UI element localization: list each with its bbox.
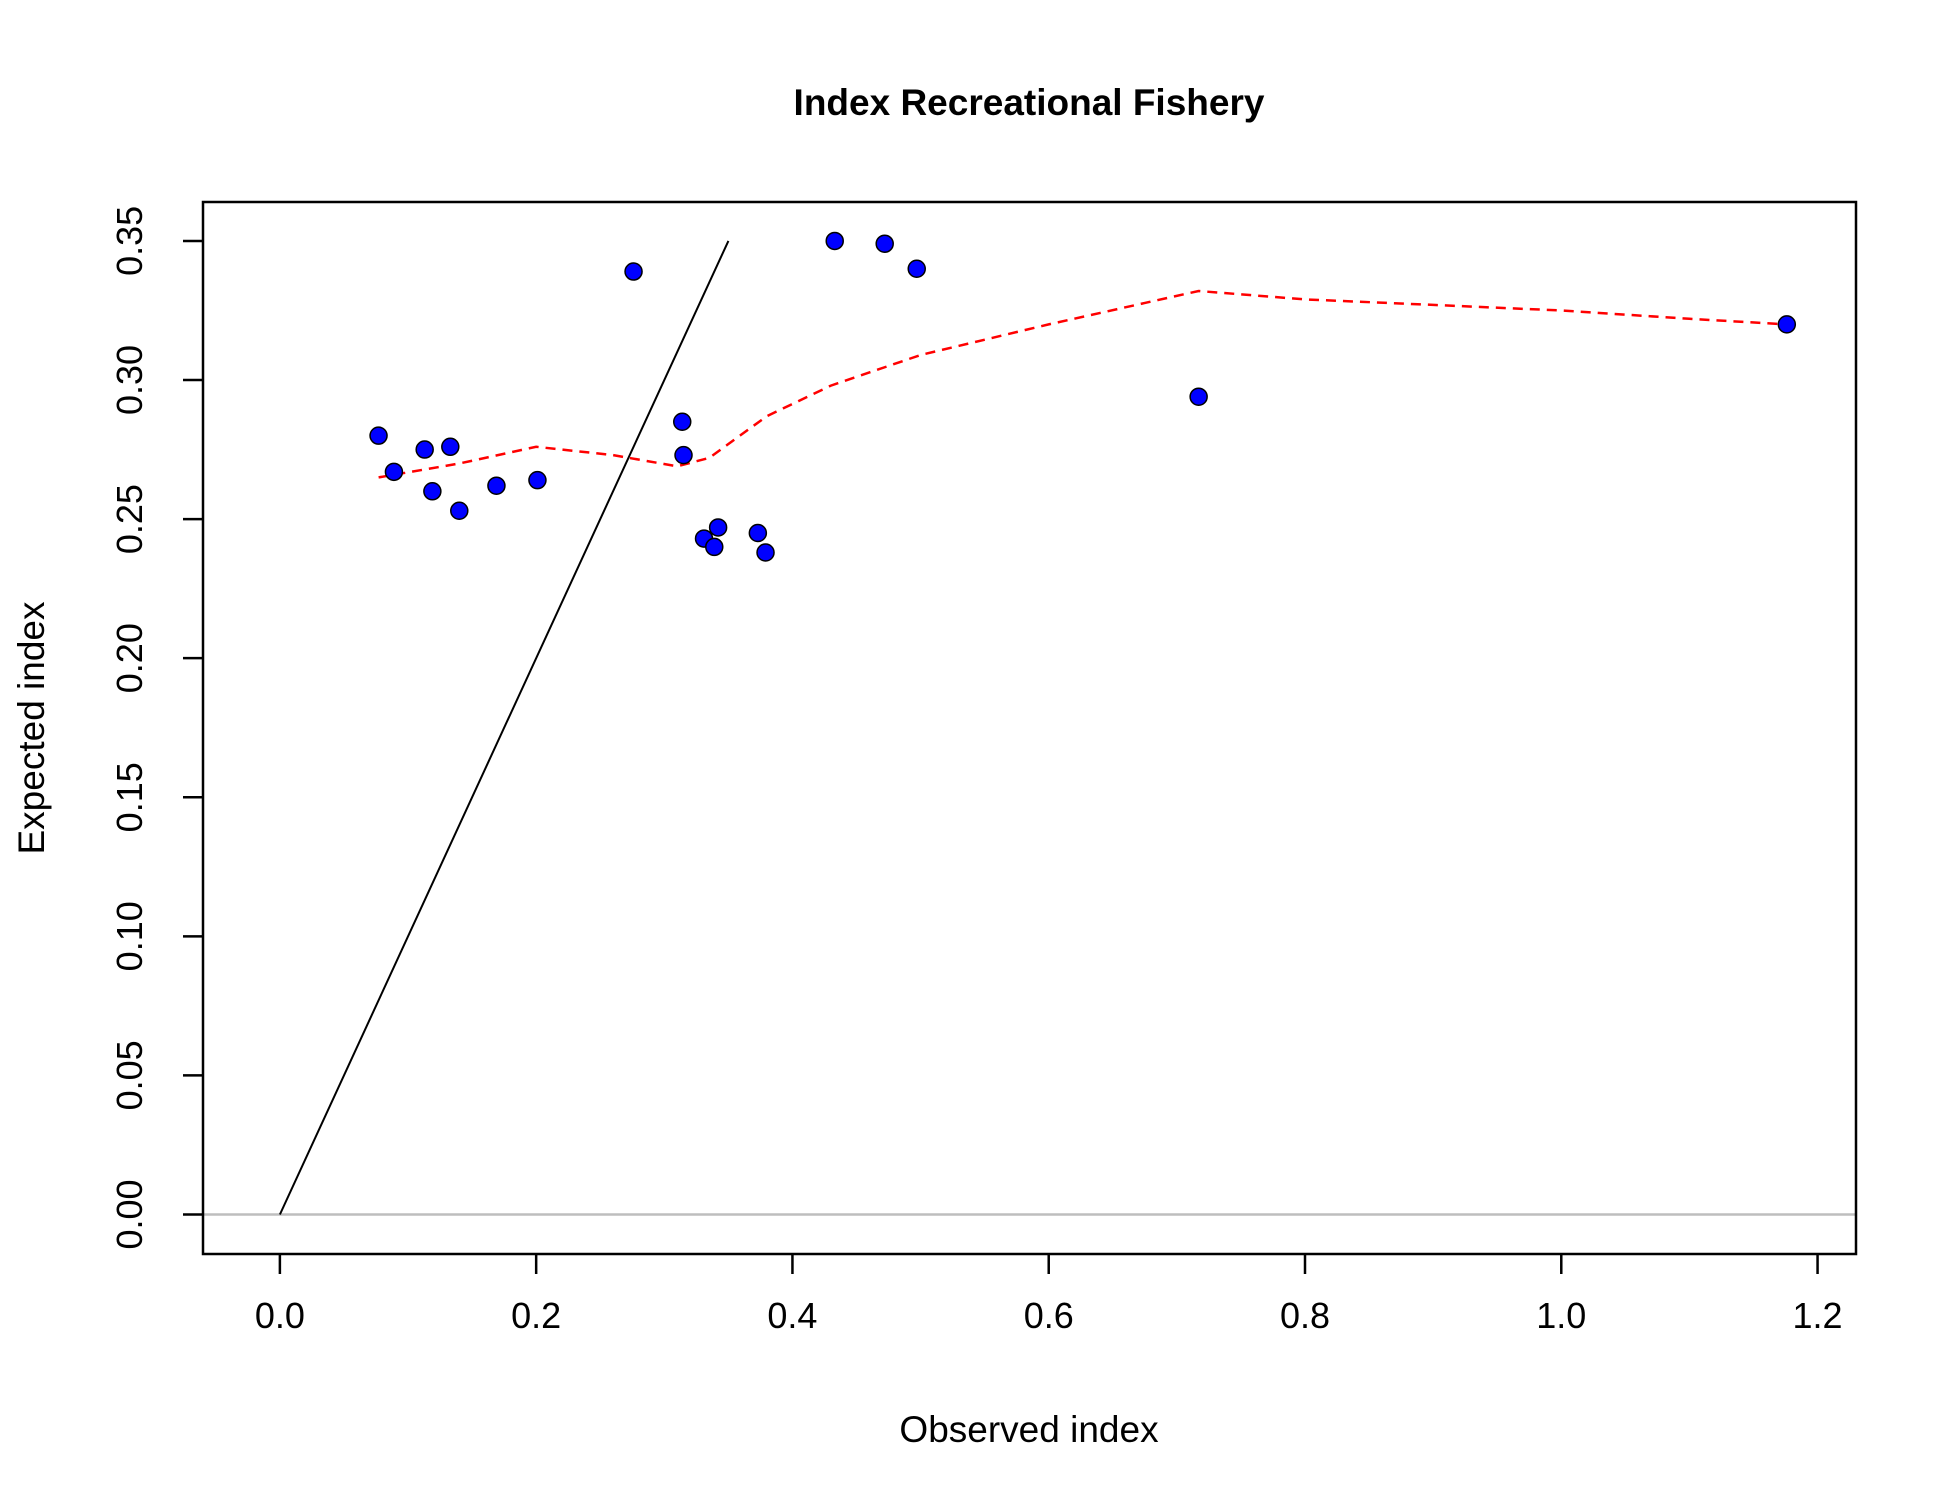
x-tick-label: 1.0 (1536, 1295, 1586, 1336)
x-tick-label: 0.8 (1280, 1295, 1330, 1336)
data-point (756, 543, 775, 562)
y-tick-label: 0.35 (109, 206, 150, 276)
x-tick-label: 0.6 (1024, 1295, 1074, 1336)
data-point (1189, 387, 1208, 406)
data-point (384, 462, 404, 482)
y-tick-label: 0.05 (109, 1040, 150, 1110)
data-point (415, 440, 434, 459)
data-point (705, 537, 724, 557)
data-point (441, 437, 460, 457)
data-point (672, 412, 692, 431)
data-point (907, 259, 926, 279)
chart-title: Index Recreational Fishery (794, 82, 1265, 123)
data-point (487, 476, 506, 495)
y-axis-label: Expected index (11, 601, 52, 855)
x-tick-label: 1.2 (1793, 1295, 1843, 1336)
data-point (450, 501, 469, 521)
x-tick-label: 0.2 (511, 1295, 561, 1336)
x-axis-label: Observed index (899, 1409, 1159, 1450)
x-axis: 0.0 0.2 0.4 0.6 0.8 1.0 1.2 (255, 1254, 1843, 1336)
data-point (825, 231, 844, 251)
data-point (423, 482, 442, 501)
plot-frame (201, 200, 1858, 1256)
data-point (624, 262, 643, 281)
y-tick-label: 0.10 (109, 901, 150, 971)
data-point (528, 470, 547, 490)
y-tick-label: 0.15 (109, 762, 150, 832)
y-tick-label: 0.20 (109, 623, 150, 693)
data-point (674, 445, 693, 465)
data-point (708, 518, 728, 537)
plot-content (203, 231, 1856, 1216)
y-tick-label: 0.25 (109, 484, 150, 554)
data-point (875, 234, 894, 253)
smoother-dashed-line (378, 289, 1787, 479)
y-tick-label: 0.00 (109, 1179, 150, 1249)
data-point (1777, 315, 1797, 334)
data-point (748, 523, 768, 543)
y-axis: 0.00 0.05 0.10 0.15 0.20 0.25 0.30 0.35 (109, 206, 203, 1250)
identity-line (278, 240, 730, 1215)
y-tick-label: 0.30 (109, 345, 150, 415)
data-point (369, 426, 388, 445)
x-tick-label: 0.0 (255, 1295, 305, 1336)
x-tick-label: 0.4 (767, 1295, 817, 1336)
